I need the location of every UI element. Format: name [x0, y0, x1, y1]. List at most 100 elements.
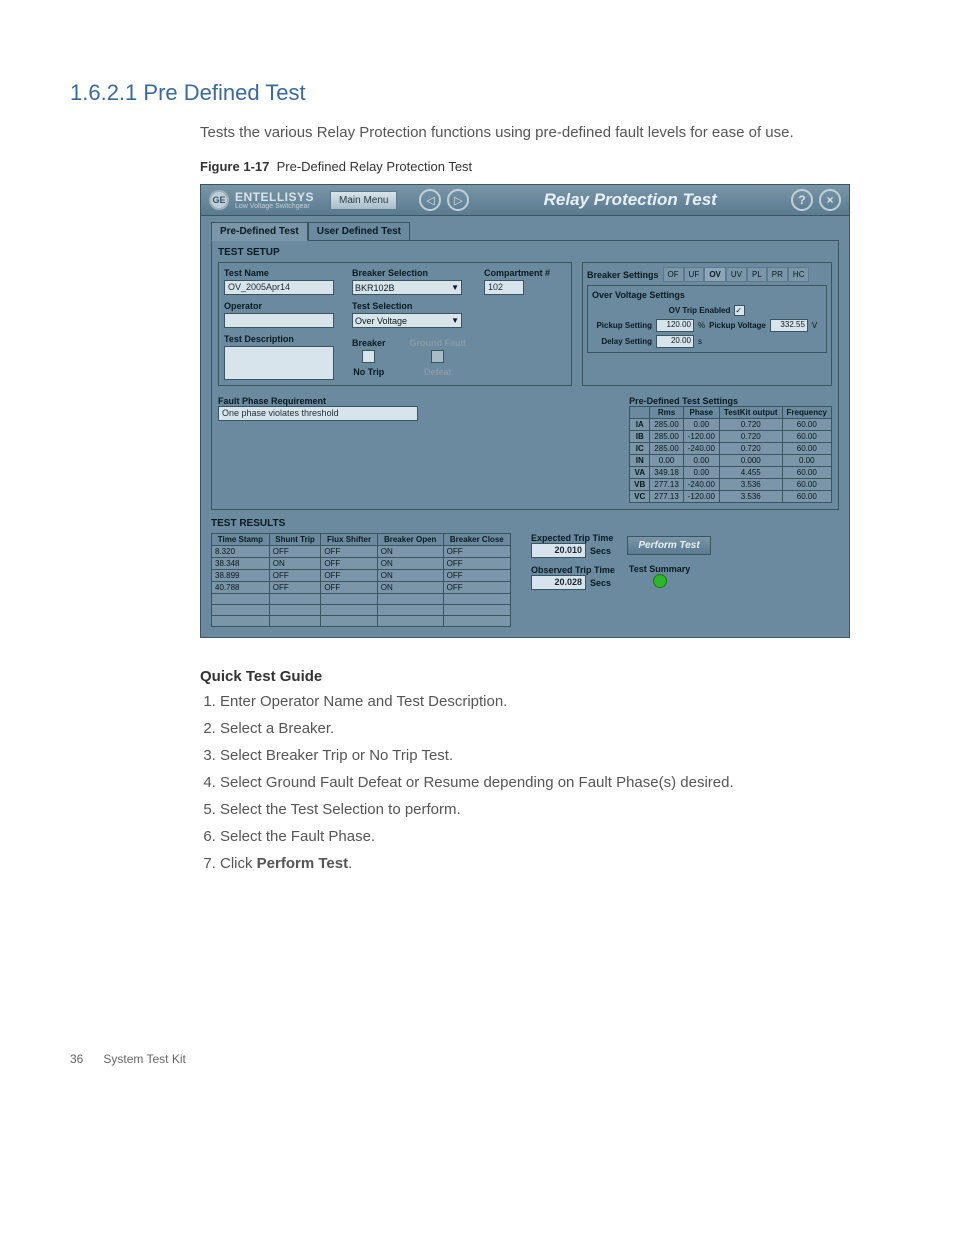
- gf-label: Ground Fault: [410, 338, 467, 348]
- breaker-settings-panel: Breaker Settings OFUFOVUVPLPRHC Over Vol…: [582, 262, 832, 386]
- predef-cell: 0.720: [719, 443, 782, 455]
- ov-enabled-label: OV Trip Enabled: [669, 306, 731, 315]
- brand-text: ENTELLISYS: [235, 191, 314, 203]
- predef-cell: 0.00: [683, 467, 719, 479]
- results-cell-empty: [212, 594, 270, 605]
- breaker-sel-label: Breaker Selection: [352, 268, 466, 278]
- gf-checkbox[interactable]: [431, 350, 444, 363]
- bs-tab-uf[interactable]: UF: [684, 267, 705, 282]
- bs-tab-ov[interactable]: OV: [704, 267, 726, 282]
- results-cell: OFF: [321, 558, 377, 570]
- predef-cell: IB: [630, 431, 650, 443]
- app-screenshot: GE ENTELLISYS Low Voltage Switchgear Mai…: [200, 184, 850, 638]
- help-icon[interactable]: ?: [791, 189, 813, 211]
- results-cell-empty: [377, 594, 443, 605]
- guide-step: Select a Breaker.: [220, 720, 884, 737]
- results-cell-empty: [377, 605, 443, 616]
- results-cell-empty: [377, 616, 443, 627]
- results-cell: OFF: [443, 558, 510, 570]
- bs-tabs: OFUFOVUVPLPRHC: [663, 267, 810, 282]
- quick-test-guide: Quick Test Guide Enter Operator Name and…: [200, 668, 884, 872]
- predef-cell: 60.00: [782, 419, 831, 431]
- predef-cell: 0.00: [683, 455, 719, 467]
- test-name-label: Test Name: [224, 268, 334, 278]
- predef-cell: 0.00: [650, 455, 683, 467]
- results-cell-empty: [321, 594, 377, 605]
- bs-tab-pr[interactable]: PR: [767, 267, 788, 282]
- close-icon[interactable]: ×: [819, 189, 841, 211]
- tab-predefined[interactable]: Pre-Defined Test: [211, 222, 308, 241]
- status-dot-icon: [653, 574, 667, 588]
- results-cell: OFF: [443, 546, 510, 558]
- predef-cell: 0.720: [719, 431, 782, 443]
- forward-button[interactable]: ▷: [447, 189, 469, 211]
- predef-cell: 4.455: [719, 467, 782, 479]
- observed-value: 20.028: [531, 575, 586, 590]
- predef-cell: 3.536: [719, 491, 782, 503]
- bs-tab-of[interactable]: OF: [663, 267, 684, 282]
- desc-input[interactable]: [224, 346, 334, 380]
- results-cell: ON: [377, 582, 443, 594]
- pickup-input[interactable]: 120.00: [656, 319, 694, 332]
- predef-col: Rms: [650, 407, 683, 419]
- predef-cell: IN: [630, 455, 650, 467]
- results-cell-empty: [212, 605, 270, 616]
- app-title: Relay Protection Test: [475, 190, 785, 210]
- delay-input[interactable]: 20.00: [656, 335, 694, 348]
- results-col: Flux Shifter: [321, 534, 377, 546]
- predef-title: Pre-Defined Test Settings: [629, 396, 832, 406]
- delay-label: Delay Setting: [592, 337, 652, 346]
- ov-enabled-checkbox[interactable]: ✓: [734, 305, 745, 316]
- guide-title: Quick Test Guide: [200, 668, 884, 685]
- tab-userdefined[interactable]: User Defined Test: [308, 222, 410, 241]
- figure-caption: Figure 1-17 Pre-Defined Relay Protection…: [200, 159, 884, 174]
- breaker-sel-dropdown[interactable]: BKR102B▼: [352, 280, 462, 295]
- perform-test-button[interactable]: Perform Test: [627, 536, 710, 555]
- app-header: GE ENTELLISYS Low Voltage Switchgear Mai…: [201, 185, 849, 216]
- comp-input[interactable]: 102: [484, 280, 524, 295]
- predef-cell: 60.00: [782, 431, 831, 443]
- comp-label: Compartment #: [484, 268, 550, 278]
- guide-list: Enter Operator Name and Test Description…: [200, 693, 884, 872]
- test-name-input[interactable]: OV_2005Apr14: [224, 280, 334, 295]
- pickup-unit: %: [698, 321, 705, 330]
- bs-tab-hc[interactable]: HC: [788, 267, 810, 282]
- results-cell: OFF: [443, 570, 510, 582]
- predef-cell: -240.00: [683, 443, 719, 455]
- results-cell: ON: [377, 558, 443, 570]
- predef-cell: IA: [630, 419, 650, 431]
- chevron-down-icon: ▼: [451, 316, 459, 325]
- predef-cell: 277.13: [650, 491, 683, 503]
- predef-col: Phase: [683, 407, 719, 419]
- results-cell-empty: [443, 605, 510, 616]
- bs-tab-pl[interactable]: PL: [747, 267, 767, 282]
- results-cell: 38.348: [212, 558, 270, 570]
- results-cell-empty: [269, 616, 321, 627]
- back-button[interactable]: ◁: [419, 189, 441, 211]
- guide-step: Select the Fault Phase.: [220, 828, 884, 845]
- test-sel-dropdown[interactable]: Over Voltage▼: [352, 313, 462, 328]
- results-cell-empty: [443, 594, 510, 605]
- operator-input[interactable]: [224, 313, 334, 328]
- results-cell: OFF: [443, 582, 510, 594]
- pickup-voltage-label: Pickup Voltage: [709, 321, 766, 330]
- predef-cell: 60.00: [782, 443, 831, 455]
- pickup-voltage-input[interactable]: 332.55: [770, 319, 808, 332]
- predef-cell: 0.000: [719, 455, 782, 467]
- main-menu-button[interactable]: Main Menu: [330, 191, 397, 210]
- bs-tab-uv[interactable]: UV: [726, 267, 747, 282]
- predef-col: [630, 407, 650, 419]
- guide-step: Select the Test Selection to perform.: [220, 801, 884, 818]
- page-number: 36: [70, 1052, 83, 1066]
- pickup-voltage-unit: V: [812, 321, 817, 330]
- section-number: 1.6.2.1: [70, 80, 137, 105]
- guide-step: Click Perform Test.: [220, 855, 884, 872]
- breaker-checkbox[interactable]: [362, 350, 375, 363]
- expected-value: 20.010: [531, 543, 586, 558]
- expected-label: Expected Trip Time: [531, 533, 613, 543]
- predef-cell: 349.18: [650, 467, 683, 479]
- predef-cell: 3.536: [719, 479, 782, 491]
- results-title: TEST RESULTS: [211, 518, 839, 529]
- fault-phase-input[interactable]: One phase violates threshold: [218, 406, 418, 421]
- page-footer: 36 System Test Kit: [70, 1052, 884, 1066]
